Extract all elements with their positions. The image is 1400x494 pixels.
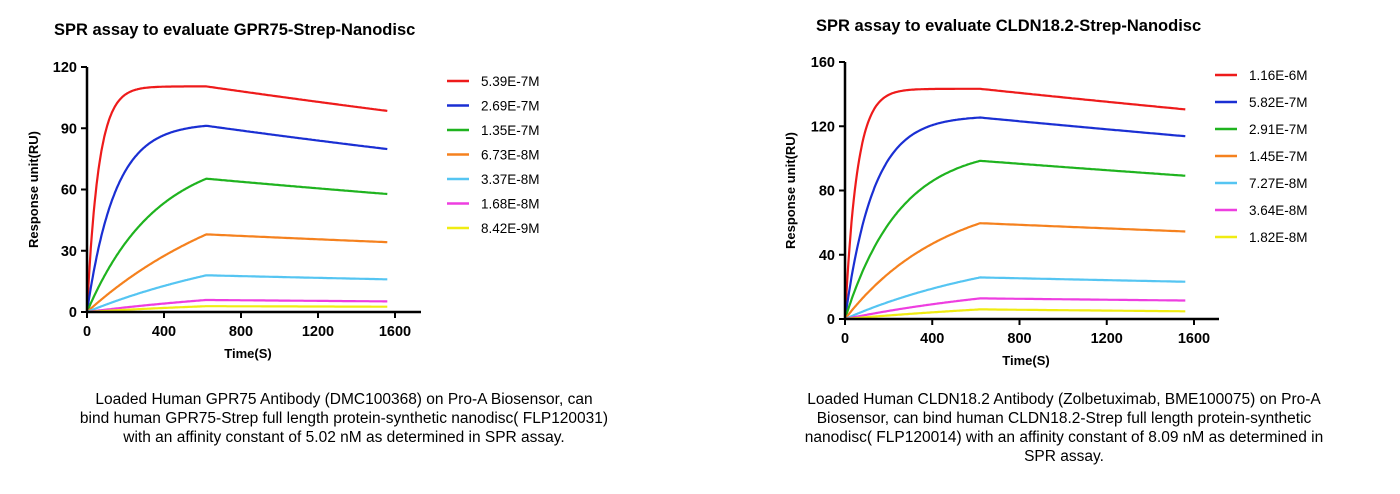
legend-label: 3.37E-8M: [481, 172, 540, 187]
series-line: [843, 116, 1186, 320]
x-tick-label: 1600: [1178, 331, 1210, 347]
chart-title: SPR assay to evaluate CLDN18.2-Strep-Nan…: [816, 17, 1202, 35]
y-tick-label: 80: [819, 184, 835, 200]
y-tick-label: 60: [61, 183, 77, 199]
x-tick-label: 0: [841, 331, 849, 347]
legend-label: 1.68E-8M: [481, 197, 540, 212]
series-line: [843, 87, 1186, 320]
caption-line: SPR assay.: [1024, 448, 1104, 465]
x-axis-label: Time(S): [1002, 353, 1049, 368]
legend-label: 6.73E-8M: [481, 148, 540, 163]
series-line: [86, 305, 388, 314]
y-axis-label: Response unit(RU): [26, 131, 41, 248]
y-tick-label: 40: [819, 248, 835, 264]
chart-title: SPR assay to evaluate GPR75-Strep-Nanodi…: [54, 21, 416, 39]
spr-panel-cldn18: SPR assay to evaluate CLDN18.2-Strep-Nan…: [700, 0, 1400, 494]
spr-panel-gpr75: SPR assay to evaluate GPR75-Strep-Nanodi…: [4, 21, 684, 447]
x-tick-label: 1600: [379, 324, 411, 340]
x-tick-label: 1200: [1091, 331, 1123, 347]
caption-line: nanodisc( FLP120014) with an affinity co…: [804, 429, 1324, 446]
y-axis-label: Response unit(RU): [783, 132, 798, 249]
y-tick-label: 120: [811, 119, 835, 135]
caption-line: Loaded Human CLDN18.2 Antibody (Zolbetux…: [807, 391, 1321, 408]
chart-caption: Loaded Human GPR75 Antibody (DMC100368) …: [4, 390, 684, 447]
legend-label: 5.39E-7M: [481, 74, 540, 89]
series-line: [85, 177, 388, 313]
y-tick-label: 30: [61, 244, 77, 260]
x-axis-label: Time(S): [224, 346, 271, 361]
caption-line: with an affinity constant of 5.02 nM as …: [123, 429, 565, 446]
series-line: [843, 159, 1186, 320]
y-tick-label: 0: [827, 312, 835, 328]
series-line: [86, 233, 388, 313]
x-tick-label: 800: [229, 324, 253, 340]
legend-label: 2.91E-7M: [1249, 122, 1308, 137]
series-line: [85, 124, 388, 313]
series-line: [844, 297, 1186, 321]
series-line: [844, 222, 1186, 320]
series-line: [844, 276, 1186, 321]
y-tick-label: 120: [53, 60, 77, 76]
series-line: [844, 308, 1186, 321]
x-tick-label: 400: [920, 331, 944, 347]
spr-chart-cldn18: 0 400 800 1200 1600 0 40 80 120 160 Time(S) Respons…: [783, 55, 1308, 368]
x-tick-label: 1200: [302, 324, 334, 340]
x-tick-label: 800: [1007, 331, 1031, 347]
legend-label: 1.16E-6M: [1249, 68, 1308, 83]
chart-caption: Loaded Human CLDN18.2 Antibody (Zolbetux…: [744, 390, 1384, 466]
legend-label: 1.35E-7M: [481, 123, 540, 138]
legend-label: 3.64E-8M: [1249, 203, 1308, 218]
legend-label: 7.27E-8M: [1249, 176, 1308, 191]
y-tick-label: 0: [69, 305, 77, 321]
caption-line: Biosensor, can bind human CLDN18.2-Strep…: [816, 410, 1312, 427]
legend-label: 2.69E-7M: [481, 99, 540, 114]
caption-line: bind human GPR75-Strep full length prote…: [79, 410, 609, 427]
x-tick-label: 400: [152, 324, 176, 340]
legend-label: 1.45E-7M: [1249, 149, 1308, 164]
series-line: [85, 85, 388, 313]
x-tick-label: 0: [83, 324, 91, 340]
spr-chart-gpr75: 0 400 800 1200 1600 0 30 60 90 120 Time(S) Response…: [26, 60, 540, 361]
legend-label: 8.42E-9M: [481, 221, 540, 236]
caption-line: Loaded Human GPR75 Antibody (DMC100368) …: [95, 391, 593, 408]
series-line: [86, 298, 388, 314]
y-tick-label: 160: [811, 55, 835, 71]
series-line: [86, 274, 388, 314]
legend-label: 5.82E-7M: [1249, 95, 1308, 110]
legend-label: 1.82E-8M: [1249, 230, 1308, 245]
y-tick-label: 90: [61, 121, 77, 137]
